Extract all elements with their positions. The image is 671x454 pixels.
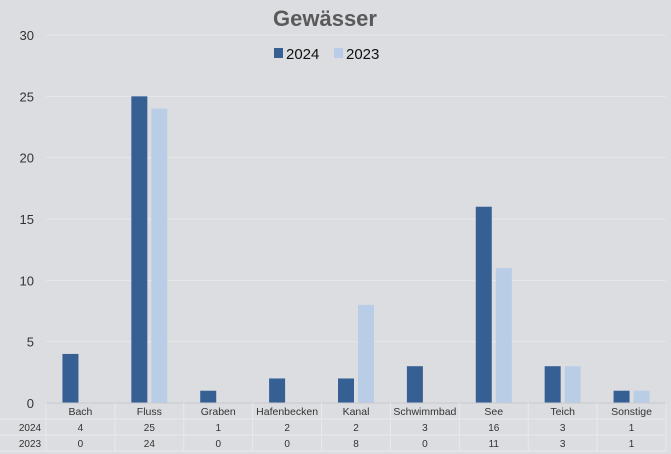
table-value: 24 — [144, 439, 156, 450]
y-tick-label: 25 — [20, 89, 34, 104]
table-value: 3 — [560, 423, 566, 434]
x-category-label: Teich — [550, 406, 575, 418]
bar-2024-See — [475, 206, 492, 403]
x-category-label: Kanal — [343, 406, 370, 418]
bar-2024-Kanal — [338, 378, 354, 403]
legend: 2024 2023 — [274, 46, 379, 63]
table-value: 4 — [78, 423, 84, 434]
y-tick-label: 20 — [20, 151, 34, 166]
bar-2023-See — [495, 268, 512, 403]
table-value: 0 — [284, 439, 290, 450]
table-value: 3 — [422, 423, 428, 434]
x-category-label: Graben — [201, 406, 236, 418]
bar-2024-Bach — [62, 353, 79, 403]
table-value: 2 — [353, 423, 359, 434]
table-value: 0 — [78, 439, 84, 450]
bar-2024-Sonstige — [613, 390, 630, 403]
bar-2024-Fluss — [131, 96, 148, 403]
table-value: 0 — [215, 439, 221, 450]
table-value: 0 — [422, 439, 428, 450]
y-tick-label: 0 — [27, 396, 34, 411]
y-tick-label: 30 — [20, 28, 34, 43]
legend-swatch — [274, 48, 283, 58]
table-value: 1 — [215, 423, 221, 434]
legend-label: 2024 — [286, 46, 319, 63]
y-tick-label: 15 — [20, 212, 34, 227]
x-category-label: Bach — [68, 406, 92, 418]
bar-2023-Teich — [564, 366, 581, 403]
x-category-label: Schwimmbad — [393, 406, 456, 418]
x-category-label: Fluss — [137, 406, 162, 418]
table-value: 2 — [284, 423, 290, 434]
table-value: 11 — [489, 439, 500, 450]
bar-2023-Kanal — [358, 304, 374, 403]
table-value: 8 — [353, 439, 359, 450]
legend-swatch — [334, 48, 343, 58]
x-category-label: Sonstige — [611, 406, 652, 418]
bar-2024-Schwimmbad — [406, 366, 423, 403]
table-value: 1 — [629, 423, 635, 434]
bar-2024-Graben — [200, 390, 217, 403]
table-value: 1 — [629, 439, 635, 450]
y-axis: 0 5 10 15 20 25 30 — [20, 28, 34, 411]
table-series-label: 2024 — [19, 423, 42, 434]
legend-label: 2023 — [346, 46, 379, 63]
bar-2023-Sonstige — [633, 390, 650, 403]
y-tick-label: 10 — [20, 273, 34, 288]
data-table: Bach 4 0 Fluss 25 24 Graben 1 0 Hafenbecken 2 0 Kana… — [0, 402, 667, 452]
bar-2024-Teich — [544, 366, 561, 403]
bar-2024-Hafenbecken — [269, 378, 286, 403]
x-category-label: Hafenbecken — [256, 406, 318, 418]
chart-title: Gewässer — [273, 6, 377, 31]
bar-2023-Fluss — [151, 108, 168, 403]
x-category-label: See — [484, 406, 503, 418]
table-value: 16 — [488, 423, 500, 434]
y-tick-label: 5 — [27, 335, 34, 350]
table-value: 3 — [560, 439, 566, 450]
gridlines — [46, 34, 666, 404]
table-series-label: 2023 — [19, 439, 42, 450]
table-value: 25 — [144, 423, 156, 434]
bars — [62, 96, 650, 403]
